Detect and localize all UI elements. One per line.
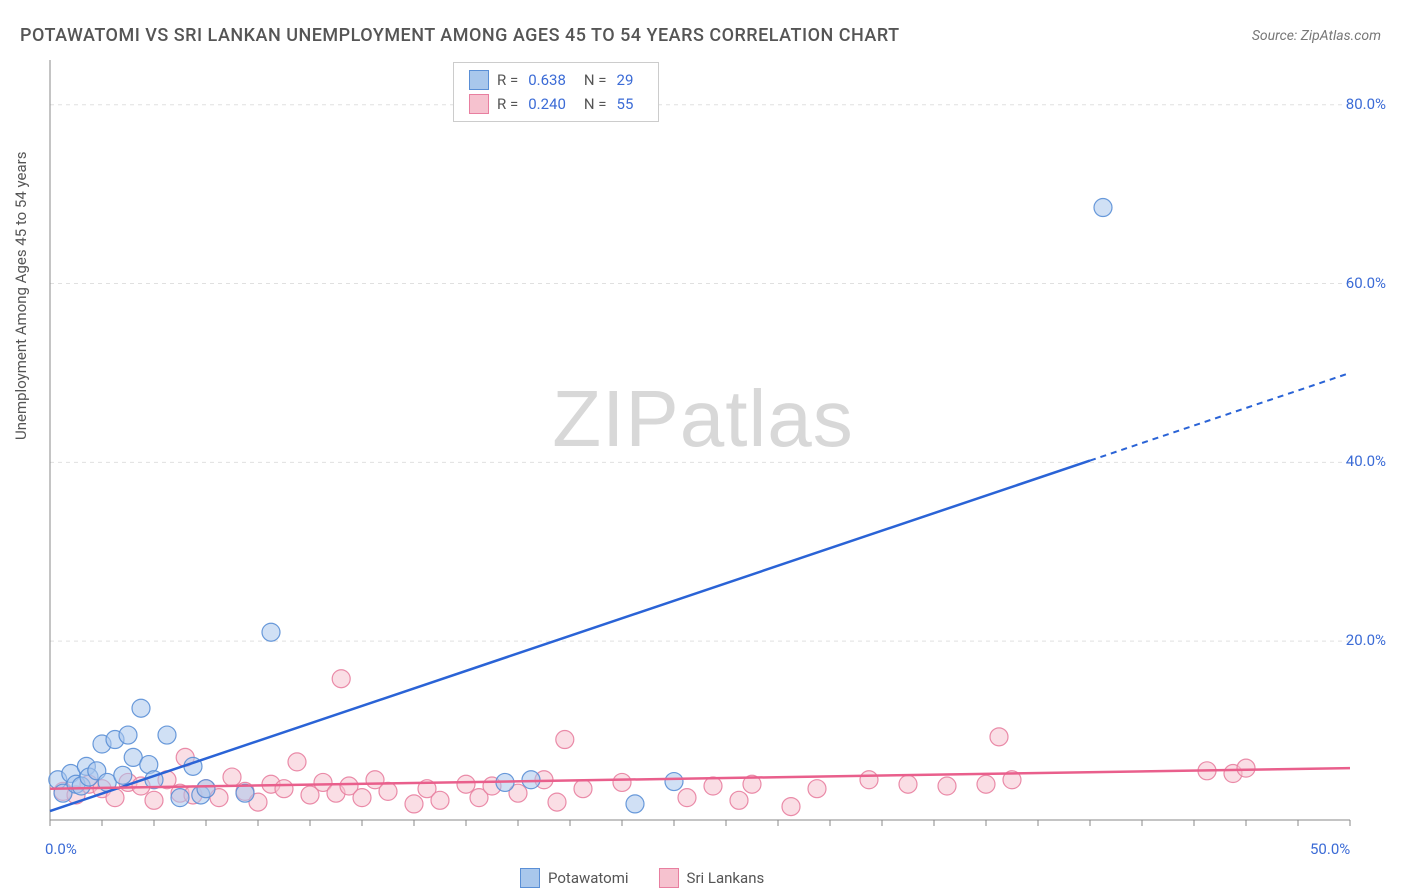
n-label: N = (584, 95, 607, 113)
r-label: R = (497, 95, 518, 113)
y-tick-label: 80.0% (1346, 95, 1386, 113)
legend-label-potawatomi: Potawatomi (548, 869, 629, 887)
y-tick-label: 60.0% (1346, 274, 1386, 292)
series-legend: Potawatomi Sri Lankans (520, 868, 764, 888)
correlation-scatter-chart (0, 0, 1406, 892)
r-label: R = (497, 71, 518, 89)
n-value-potawatomi: 29 (617, 71, 634, 89)
legend-item-srilankans: Sri Lankans (659, 868, 765, 888)
n-value-srilankans: 55 (617, 95, 634, 113)
legend-row-srilankans: R = 0.240 N = 55 (469, 92, 643, 116)
r-value-potawatomi: 0.638 (528, 71, 566, 89)
x-tick-left: 0.0% (45, 840, 77, 858)
legend-row-potawatomi: R = 0.638 N = 29 (469, 68, 643, 92)
swatch-srilankans (469, 94, 489, 114)
swatch-potawatomi (469, 70, 489, 90)
swatch-potawatomi-bottom (520, 868, 540, 888)
x-tick-right: 50.0% (1310, 840, 1350, 858)
y-tick-label: 40.0% (1346, 452, 1386, 470)
legend-label-srilankans: Sri Lankans (687, 869, 765, 887)
y-tick-label: 20.0% (1346, 631, 1386, 649)
correlation-legend: R = 0.638 N = 29 R = 0.240 N = 55 (453, 62, 659, 122)
n-label: N = (584, 71, 607, 89)
r-value-srilankans: 0.240 (528, 95, 566, 113)
legend-item-potawatomi: Potawatomi (520, 868, 629, 888)
swatch-srilankans-bottom (659, 868, 679, 888)
